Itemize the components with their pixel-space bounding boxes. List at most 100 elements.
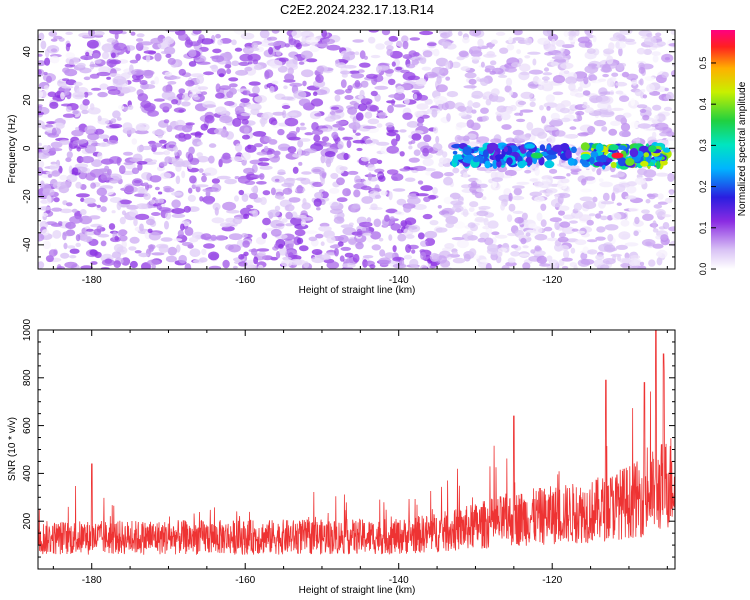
spectrogram-noise-cell (331, 131, 339, 139)
spectrogram-noise-cell (59, 208, 73, 214)
spectrogram-noise-cell (384, 252, 396, 259)
spectrogram-noise-cell (588, 213, 596, 217)
spectrogram-ytick-label: -40 (22, 237, 33, 252)
spectrogram-noise-cell (112, 76, 127, 85)
spectrogram-noise-cell (344, 252, 354, 258)
spectrogram-noise-cell (38, 32, 45, 41)
spectrogram-noise-cell (148, 231, 161, 241)
spectrogram-noise-cell (184, 263, 192, 269)
spectrogram-noise-cell (646, 83, 655, 93)
spectrogram-noise-cell (509, 104, 517, 112)
colorbar: 0.0 0.1 0.2 0.3 0.4 0.5 Normalized spectral a… (698, 30, 748, 275)
spectrogram-noise-cell (275, 223, 285, 227)
spectrogram-noise-cell (396, 229, 403, 234)
spectrogram-signal-cell (640, 160, 649, 167)
spectrogram-noise-cell (162, 85, 171, 93)
spectrogram-noise-cell (478, 205, 491, 210)
spectrogram-noise-cell (508, 203, 516, 212)
spectrogram-noise-cell (416, 103, 429, 110)
spectrogram-noise-cell (65, 105, 72, 113)
spectrogram-noise-cell (124, 185, 134, 193)
spectrogram-noise-cell (550, 231, 556, 239)
spectrogram-noise-cell (534, 196, 545, 203)
spectrogram-noise-cell (51, 127, 57, 136)
spectrogram-noise-cell (668, 226, 675, 232)
spectrogram-noise-cell (96, 187, 108, 196)
spectrogram-noise-cell (558, 232, 567, 238)
spectrogram-noise-cell (541, 76, 550, 81)
colorbar-gradient (711, 30, 735, 269)
spectrogram-noise-cell (670, 70, 675, 77)
snr-ylabel: SNR (10 * v/v) (7, 417, 18, 481)
spectrogram-noise-cell (165, 211, 172, 220)
spectrogram-noise-cell (388, 191, 393, 201)
spectrogram-noise-cell (584, 176, 596, 181)
spectrogram-noise-cell (549, 168, 558, 174)
spectrogram-noise-cell (167, 57, 176, 65)
spectrogram-noise-cell (316, 65, 328, 73)
spectrogram-noise-cell (251, 248, 258, 256)
spectrogram-noise-cell (369, 158, 379, 165)
spectrogram-noise-cell (671, 61, 675, 67)
spectrogram-noise-cell (69, 248, 80, 254)
spectrogram-noise-cell (343, 64, 357, 69)
spectrogram-noise-cell (129, 59, 139, 64)
spectrogram-noise-cell (374, 194, 382, 199)
spectrogram-noise-cell (272, 111, 285, 116)
spectrogram-noise-cell (258, 157, 270, 162)
spectrogram-noise-cell (463, 253, 471, 262)
spectrogram-noise-cell (405, 234, 415, 239)
spectrogram-noise-cell (471, 90, 484, 99)
spectrogram-noise-cell (240, 32, 255, 40)
spectrogram-signal-cell (648, 145, 657, 153)
spectrogram-signal-cell (589, 156, 595, 165)
spectrogram-signal-cell (452, 150, 458, 155)
spectrogram-noise-cell (451, 251, 458, 256)
spectrogram-noise-cell (520, 237, 527, 245)
spectrogram-signal-cell (625, 157, 635, 166)
spectrogram-noise-cell (187, 153, 194, 163)
spectrogram-noise-cell (487, 243, 499, 252)
spectrogram-noise-cell (539, 105, 544, 111)
spectrogram-noise-cell (131, 69, 145, 76)
spectrogram-xtick-label: -180 (82, 275, 102, 286)
spectrogram-noise-cell (312, 168, 322, 173)
spectrogram-noise-cell (616, 244, 628, 250)
spectrogram-noise-cell (491, 88, 500, 96)
spectrogram-signal-cell (524, 143, 536, 149)
spectrogram-noise-cell (204, 114, 215, 124)
spectrogram-noise-cell (420, 251, 427, 260)
spectrogram-noise-cell (550, 61, 559, 67)
spectrogram-noise-cell (386, 145, 400, 154)
spectrogram-noise-cell (342, 188, 351, 197)
spectrogram-noise-cell (615, 41, 620, 49)
spectrogram-noise-cell (480, 77, 489, 86)
spectrogram-noise-cell (452, 257, 466, 264)
spectrogram-noise-cell (582, 200, 597, 210)
spectrogram-noise-cell (543, 226, 553, 232)
spectrogram-noise-cell (41, 145, 50, 153)
spectrogram-noise-cell (109, 30, 123, 35)
spectrogram-noise-cell (238, 61, 250, 66)
spectrogram-noise-cell (65, 221, 76, 230)
spectrogram-noise-cell (555, 130, 566, 137)
spectrogram-noise-cell (386, 49, 394, 56)
spectrogram-noise-cell (300, 50, 313, 59)
spectrogram-noise-cell (655, 172, 669, 177)
spectrogram-noise-cell (393, 92, 406, 101)
spectrogram-noise-cell (408, 224, 421, 233)
spectrogram-noise-cell (48, 31, 58, 37)
spectrogram-noise-cell (159, 161, 168, 167)
spectrogram-noise-cell (270, 187, 276, 196)
spectrogram-noise-cell (385, 208, 398, 214)
spectrogram-noise-cell (557, 182, 568, 190)
spectrogram-noise-cell (151, 252, 165, 256)
spectrogram-noise-cell (58, 221, 63, 225)
spectrogram-noise-cell (97, 91, 108, 98)
spectrogram-noise-cell (600, 264, 610, 269)
spectrogram-noise-cell (562, 226, 575, 235)
spectrogram-noise-cell (112, 110, 121, 119)
spectrogram-noise-cell (480, 107, 489, 114)
spectrogram-noise-cell (370, 203, 378, 210)
spectrogram-noise-cell (340, 224, 354, 229)
